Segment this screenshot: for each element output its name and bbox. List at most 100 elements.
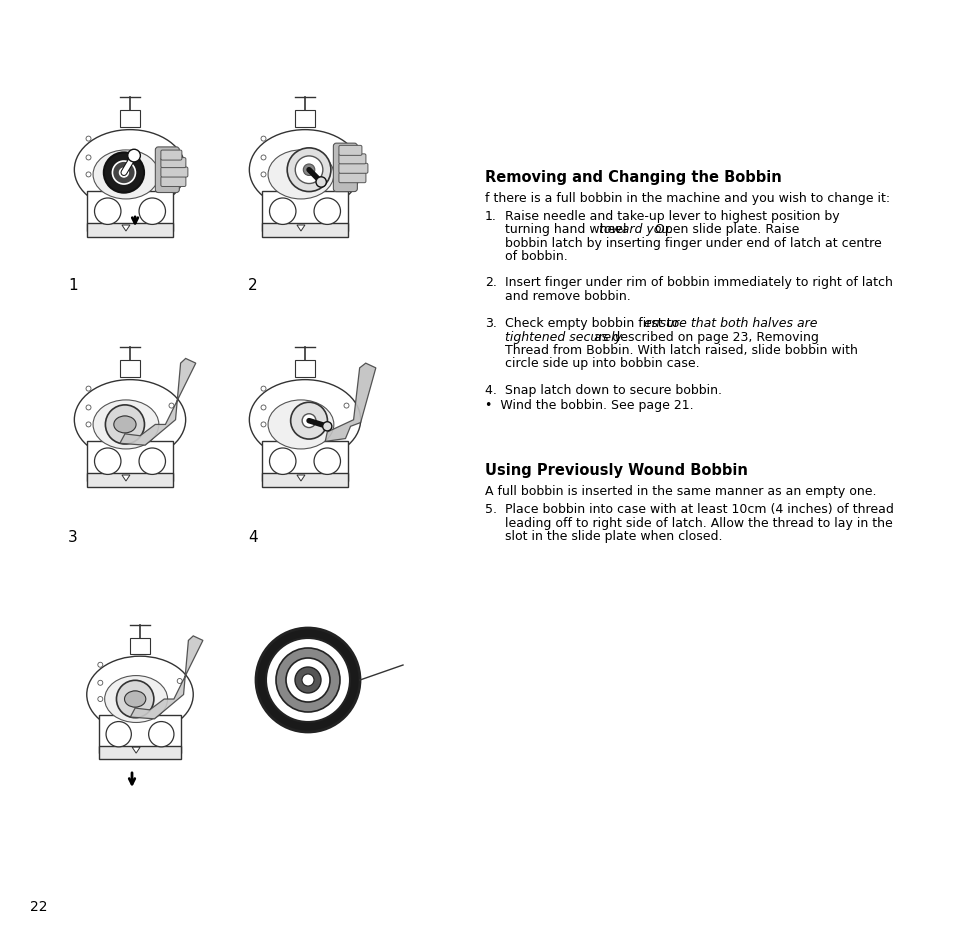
Circle shape bbox=[314, 198, 340, 225]
Ellipse shape bbox=[93, 400, 159, 449]
Circle shape bbox=[261, 155, 266, 160]
Text: turning hand wheel: turning hand wheel bbox=[504, 224, 630, 237]
FancyBboxPatch shape bbox=[88, 474, 172, 487]
Ellipse shape bbox=[105, 676, 168, 723]
Circle shape bbox=[94, 198, 121, 225]
Circle shape bbox=[86, 386, 91, 391]
Circle shape bbox=[128, 149, 140, 162]
Circle shape bbox=[344, 403, 349, 408]
Ellipse shape bbox=[113, 416, 136, 433]
Ellipse shape bbox=[249, 130, 360, 210]
Circle shape bbox=[344, 154, 349, 158]
Circle shape bbox=[302, 414, 315, 428]
Text: Check empty bobbin first to: Check empty bobbin first to bbox=[504, 317, 682, 330]
Ellipse shape bbox=[93, 150, 159, 199]
FancyBboxPatch shape bbox=[161, 157, 186, 168]
Text: tightened securely: tightened securely bbox=[504, 330, 621, 344]
Circle shape bbox=[119, 168, 129, 177]
Text: Raise needle and take-up lever to highest position by: Raise needle and take-up lever to highes… bbox=[504, 210, 839, 223]
Text: toward you.: toward you. bbox=[598, 224, 673, 237]
Circle shape bbox=[169, 154, 173, 158]
Circle shape bbox=[261, 405, 266, 410]
Text: ensure that both halves are: ensure that both halves are bbox=[643, 317, 816, 330]
FancyBboxPatch shape bbox=[161, 150, 182, 160]
Circle shape bbox=[86, 136, 91, 141]
Text: Place bobbin into case with at least 10cm (4 inches) of thread: Place bobbin into case with at least 10c… bbox=[504, 503, 893, 516]
Circle shape bbox=[86, 172, 91, 177]
Polygon shape bbox=[325, 363, 375, 442]
Circle shape bbox=[149, 722, 173, 747]
FancyBboxPatch shape bbox=[262, 474, 347, 487]
Circle shape bbox=[294, 667, 320, 693]
Ellipse shape bbox=[268, 150, 334, 199]
Circle shape bbox=[266, 638, 350, 722]
Ellipse shape bbox=[74, 380, 186, 460]
Ellipse shape bbox=[249, 380, 360, 460]
FancyBboxPatch shape bbox=[294, 360, 314, 377]
Circle shape bbox=[255, 628, 359, 732]
FancyBboxPatch shape bbox=[262, 442, 347, 481]
Circle shape bbox=[261, 136, 266, 141]
Circle shape bbox=[169, 403, 173, 408]
Text: slot in the slide plate when closed.: slot in the slide plate when closed. bbox=[504, 530, 721, 543]
Text: circle side up into bobbin case.: circle side up into bobbin case. bbox=[504, 358, 699, 371]
FancyBboxPatch shape bbox=[120, 110, 140, 127]
Polygon shape bbox=[132, 747, 140, 753]
FancyBboxPatch shape bbox=[99, 715, 180, 753]
Text: Using Previously Wound Bobbin: Using Previously Wound Bobbin bbox=[484, 463, 747, 478]
Circle shape bbox=[86, 405, 91, 410]
Text: 1.: 1. bbox=[484, 210, 497, 223]
Text: 22: 22 bbox=[30, 900, 48, 914]
Circle shape bbox=[303, 164, 314, 175]
Polygon shape bbox=[122, 475, 130, 481]
Circle shape bbox=[286, 658, 330, 702]
Text: A full bobbin is inserted in the same manner as an empty one.: A full bobbin is inserted in the same ma… bbox=[484, 485, 876, 498]
Circle shape bbox=[94, 448, 121, 475]
Text: as described on page 23, Removing: as described on page 23, Removing bbox=[589, 330, 818, 344]
Text: leading off to right side of latch. Allow the thread to lay in the: leading off to right side of latch. Allo… bbox=[504, 517, 892, 530]
Circle shape bbox=[105, 405, 144, 444]
Polygon shape bbox=[122, 225, 130, 231]
Circle shape bbox=[315, 177, 326, 187]
FancyBboxPatch shape bbox=[294, 110, 314, 127]
Circle shape bbox=[261, 172, 266, 177]
Text: 3.: 3. bbox=[484, 317, 497, 330]
Circle shape bbox=[128, 692, 143, 707]
Ellipse shape bbox=[74, 130, 186, 210]
FancyBboxPatch shape bbox=[262, 191, 347, 231]
Circle shape bbox=[86, 422, 91, 427]
FancyBboxPatch shape bbox=[338, 163, 368, 173]
Circle shape bbox=[98, 663, 103, 667]
Text: 4.  Snap latch down to secure bobbin.: 4. Snap latch down to secure bobbin. bbox=[484, 384, 721, 397]
Polygon shape bbox=[296, 475, 305, 481]
Circle shape bbox=[132, 696, 138, 702]
Circle shape bbox=[117, 417, 132, 432]
FancyBboxPatch shape bbox=[155, 147, 179, 193]
Circle shape bbox=[291, 402, 327, 439]
FancyBboxPatch shape bbox=[88, 224, 172, 237]
Polygon shape bbox=[120, 358, 195, 446]
FancyBboxPatch shape bbox=[338, 154, 366, 164]
Circle shape bbox=[261, 386, 266, 391]
Ellipse shape bbox=[87, 656, 193, 733]
Circle shape bbox=[275, 648, 339, 712]
Text: 5.: 5. bbox=[484, 503, 497, 516]
Text: and remove bobbin.: and remove bobbin. bbox=[504, 289, 630, 302]
FancyBboxPatch shape bbox=[131, 637, 150, 654]
FancyBboxPatch shape bbox=[88, 442, 172, 481]
Circle shape bbox=[104, 153, 144, 193]
Circle shape bbox=[116, 680, 153, 718]
Circle shape bbox=[287, 148, 331, 192]
FancyBboxPatch shape bbox=[88, 191, 172, 231]
FancyBboxPatch shape bbox=[338, 173, 366, 183]
Text: 1: 1 bbox=[68, 278, 77, 293]
Text: Thread from Bobbin. With latch raised, slide bobbin with: Thread from Bobbin. With latch raised, s… bbox=[504, 344, 857, 357]
Text: 2.: 2. bbox=[484, 276, 497, 289]
Ellipse shape bbox=[268, 400, 334, 449]
Circle shape bbox=[139, 198, 165, 225]
Circle shape bbox=[322, 422, 332, 431]
Text: •  Wind the bobbin. See page 21.: • Wind the bobbin. See page 21. bbox=[484, 400, 693, 413]
Circle shape bbox=[261, 422, 266, 427]
FancyBboxPatch shape bbox=[161, 177, 186, 186]
Text: Removing and Changing the Bobbin: Removing and Changing the Bobbin bbox=[484, 170, 781, 185]
